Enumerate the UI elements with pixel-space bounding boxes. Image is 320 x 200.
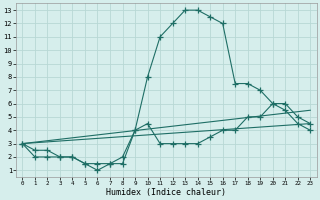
X-axis label: Humidex (Indice chaleur): Humidex (Indice chaleur): [106, 188, 226, 197]
